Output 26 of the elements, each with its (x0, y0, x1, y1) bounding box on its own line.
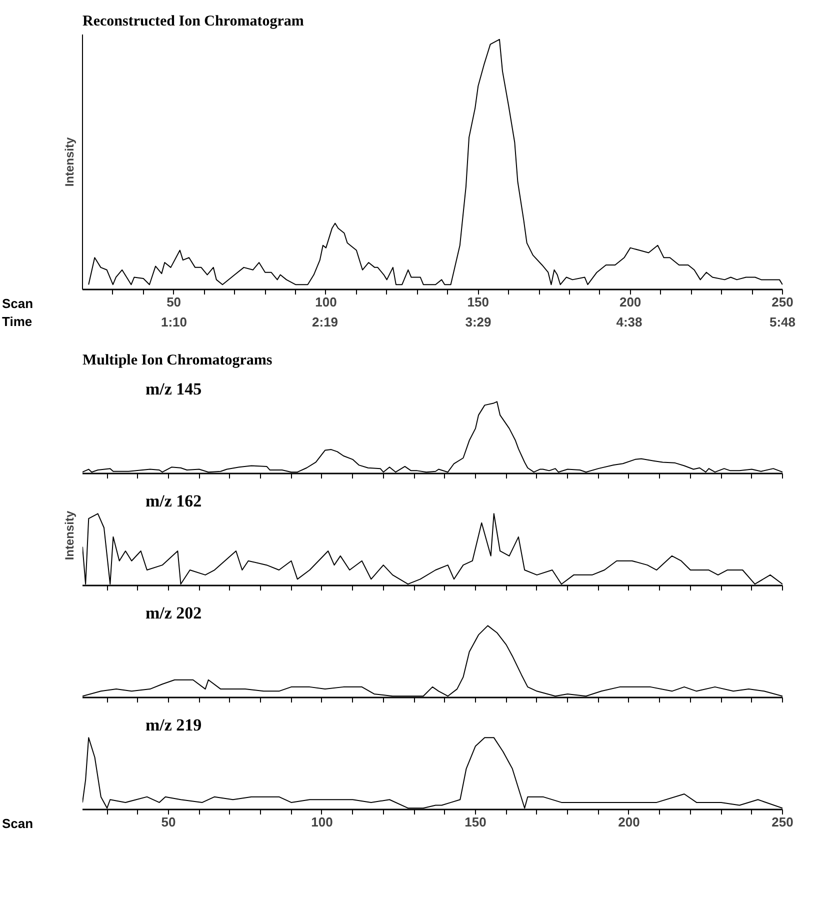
x-axis-title: Scan (2, 816, 34, 831)
x-tick-label: 200 (619, 294, 642, 310)
x2-tick-label: 4:38 (616, 314, 642, 330)
x-tick-label: 150 (464, 814, 486, 830)
x-tick-label: 100 (311, 814, 333, 830)
x-axis-title: Scan (2, 296, 34, 311)
x-tick-label: 250 (772, 294, 794, 310)
x2-tick-label: 3:29 (465, 314, 492, 330)
x2-axis-title: Time (2, 314, 32, 329)
x-tick-label: 50 (166, 294, 182, 310)
text: m/z 162 (146, 492, 202, 511)
y-axis-title: Intensity (62, 510, 76, 560)
x-tick-label: 250 (772, 814, 794, 830)
x2-tick-label: 5:48 (769, 314, 796, 330)
text: m/z 202 (146, 604, 202, 623)
x2-tick-label: 1:10 (160, 314, 188, 330)
y-axis-title: Intensity (62, 137, 76, 187)
chart-title: Multiple Ion Chromatograms (82, 352, 272, 368)
x-tick-label: 50 (161, 814, 176, 830)
text: m/z 145 (146, 380, 202, 399)
text: m/z 219 (146, 716, 202, 735)
chart-title: Reconstructed Ion Chromatogram (82, 14, 304, 30)
x-tick-label: 100 (315, 294, 337, 310)
x-tick-label: 150 (467, 294, 490, 310)
x2-tick-label: 2:19 (312, 314, 338, 330)
x-tick-label: 200 (618, 814, 640, 830)
